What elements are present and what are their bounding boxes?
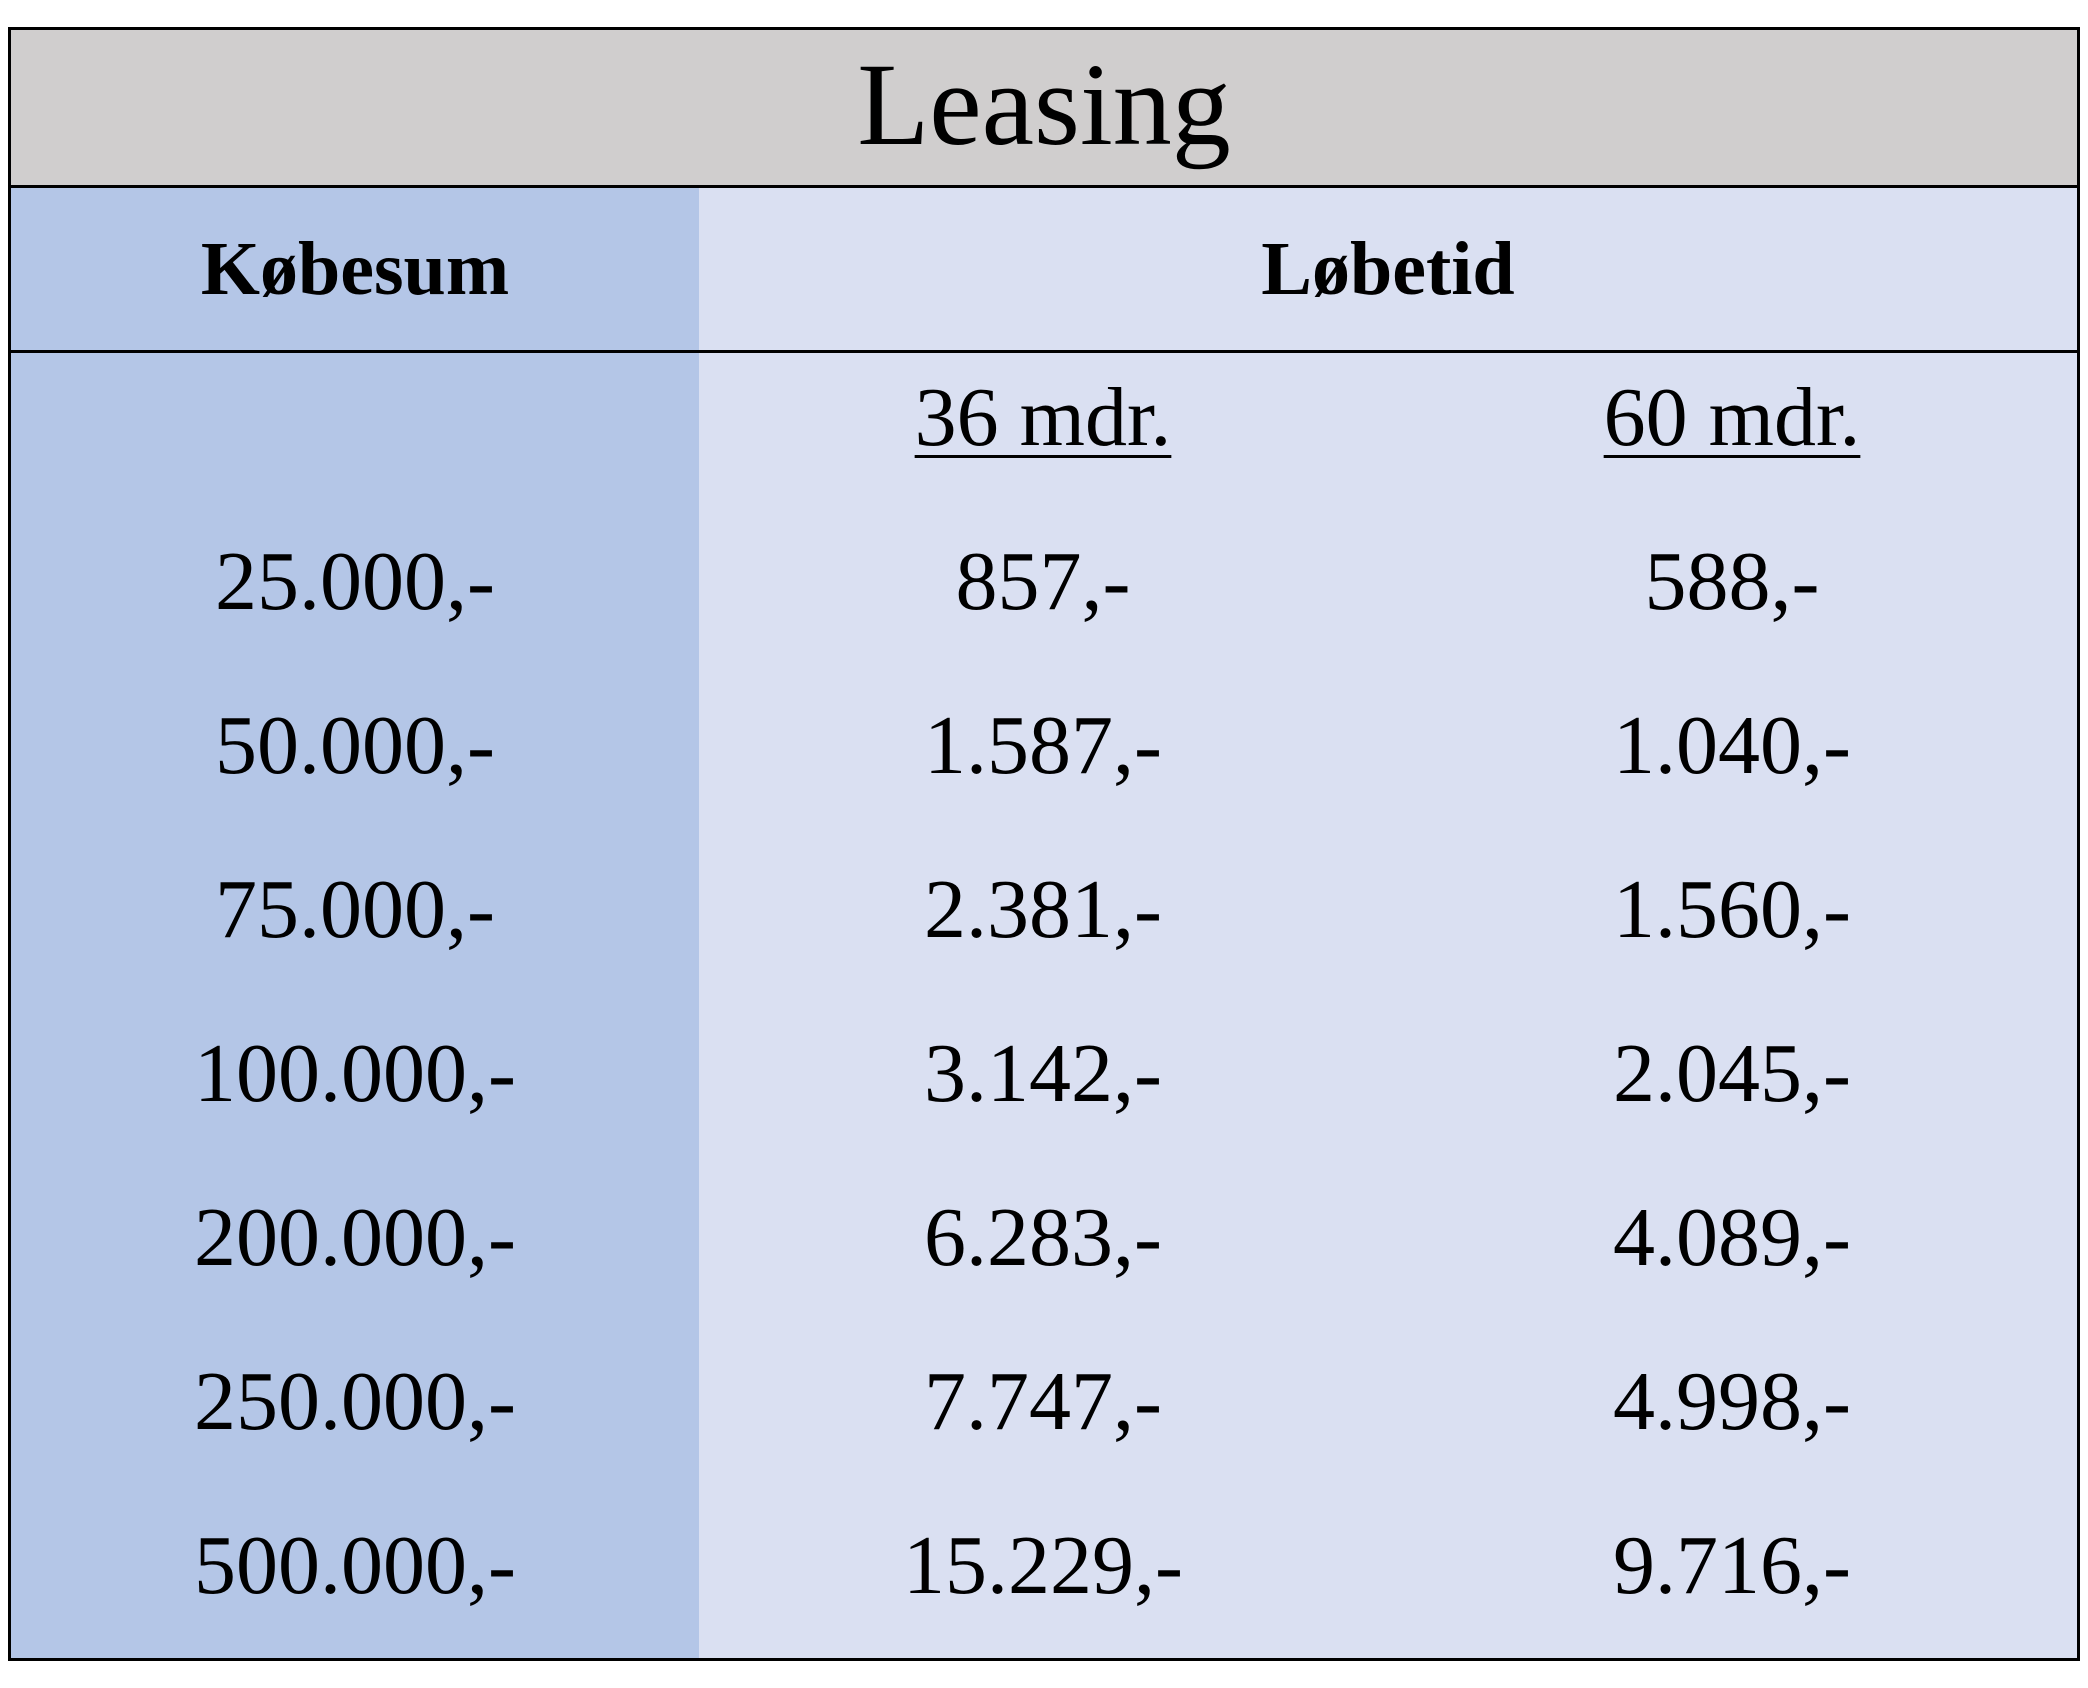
payment-60-cell: 1.560,- xyxy=(1613,863,1851,956)
payment-60-cell: 9.716,- xyxy=(1613,1519,1851,1612)
header-row: Købesum Løbetid xyxy=(11,188,2077,353)
payment-60-cell: 1.040,- xyxy=(1613,699,1851,792)
purchase-amount-cell: 25.000,- xyxy=(215,535,495,628)
title-band: Leasing xyxy=(11,30,2077,188)
term-36-label: 36 mdr. xyxy=(699,368,1387,468)
purchase-amount-cell: 50.000,- xyxy=(215,699,495,792)
purchase-amount-cell: 75.000,- xyxy=(215,863,495,956)
leasing-table: Leasing Købesum Løbetid 36 mdr. 60 mdr. … xyxy=(8,27,2080,1661)
payment-36-cell: 1.587,- xyxy=(924,699,1162,792)
payment-36-cell: 2.381,- xyxy=(924,863,1162,956)
term-60-label: 60 mdr. xyxy=(1387,368,2077,468)
payment-36-cell: 7.747,- xyxy=(924,1355,1162,1448)
payment-60-cell: 588,- xyxy=(1644,535,1820,628)
table-title: Leasing xyxy=(857,38,1231,170)
purchase-amount-column-background xyxy=(11,188,699,1658)
payment-36-cell: 3.142,- xyxy=(924,1027,1162,1120)
header-term: Løbetid xyxy=(1261,226,1515,311)
payment-60-cell: 4.998,- xyxy=(1613,1355,1851,1448)
payment-36-cell: 857,- xyxy=(955,535,1131,628)
term-label: 36 mdr. xyxy=(914,371,1172,464)
payment-36-cell: 15.229,- xyxy=(903,1519,1183,1612)
purchase-amount-cell: 200.000,- xyxy=(194,1191,516,1284)
payment-36-cell: 6.283,- xyxy=(924,1191,1162,1284)
purchase-amount-cell: 500.000,- xyxy=(194,1519,516,1612)
term-label: 60 mdr. xyxy=(1603,371,1861,464)
payment-60-cell: 2.045,- xyxy=(1613,1027,1851,1120)
payment-60-cell: 4.089,- xyxy=(1613,1191,1851,1284)
purchase-amount-cell: 100.000,- xyxy=(194,1027,516,1120)
purchase-amount-cell: 250.000,- xyxy=(194,1355,516,1448)
header-purchase-amount: Købesum xyxy=(200,226,510,311)
